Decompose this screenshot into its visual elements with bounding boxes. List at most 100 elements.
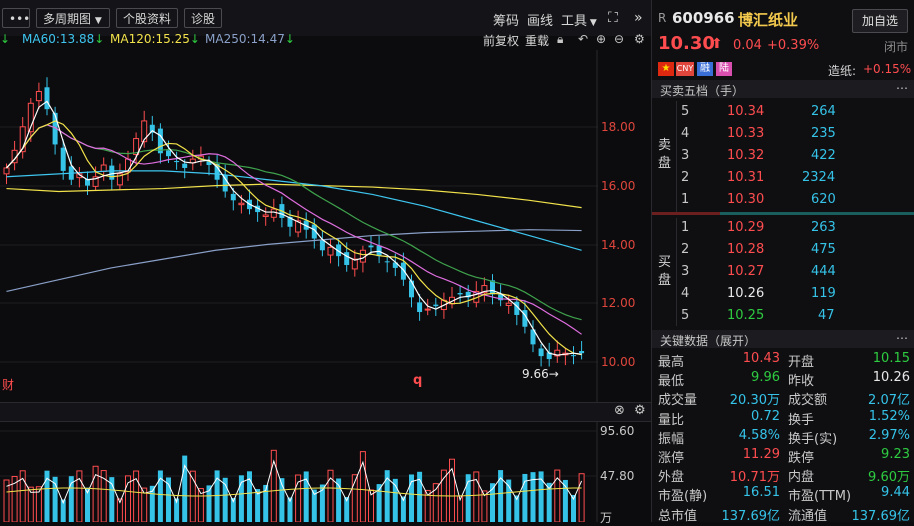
china-flag-icon: ★ bbox=[658, 62, 674, 76]
adjust-button[interactable]: 前复权 bbox=[483, 34, 520, 48]
candle-body bbox=[141, 120, 148, 143]
key-data-label: 量比 bbox=[658, 412, 685, 428]
candle-body bbox=[384, 261, 390, 263]
options-icon[interactable]: ⋯ bbox=[896, 81, 908, 95]
volume-bar bbox=[449, 458, 455, 522]
key-data-value: 10.15 bbox=[872, 351, 910, 366]
add-watchlist-button[interactable]: 加自选 bbox=[852, 9, 908, 33]
up-arrow-icon: ⬆ bbox=[711, 36, 723, 52]
volume-bar bbox=[319, 484, 325, 522]
candle-body bbox=[92, 176, 99, 187]
volume-label-mid: 47.80 bbox=[600, 469, 635, 483]
candle-body bbox=[262, 214, 269, 217]
finance-event-tag[interactable]: 财 bbox=[2, 378, 15, 392]
price-label-16: 16.00 bbox=[601, 179, 636, 193]
sell-row-2[interactable]: 2 10.31 2324 bbox=[681, 170, 836, 185]
volume-bar bbox=[85, 487, 90, 522]
zoom-out-icon[interactable]: ⊖ bbox=[614, 32, 625, 46]
candle-body bbox=[392, 262, 398, 268]
volume-bar bbox=[100, 470, 107, 522]
candle-body bbox=[182, 163, 188, 168]
kline-chart[interactable]: 18.00 16.00 14.00 12.00 10.00 9.66→ 财 q bbox=[0, 50, 651, 402]
price-change-pct: +0.39% bbox=[767, 38, 820, 53]
candle-body bbox=[238, 202, 245, 206]
zoom-in-icon[interactable]: ⊕ bbox=[596, 32, 607, 46]
market-status: 闭市 bbox=[884, 40, 909, 54]
stock-info-button[interactable]: 个股资料 bbox=[116, 8, 178, 28]
key-data-value: 9.23 bbox=[881, 447, 910, 462]
sector-label[interactable]: 造纸: bbox=[828, 64, 857, 78]
key-data-value: 137.69亿 bbox=[851, 508, 911, 524]
sell-row-4[interactable]: 4 10.33 235 bbox=[681, 126, 836, 141]
ma250-label: MA250:14.47↓ bbox=[205, 32, 295, 46]
chips-button[interactable]: 筹码 bbox=[493, 14, 520, 29]
margin-tag: 融 bbox=[697, 62, 713, 76]
volume-chart[interactable]: 95.60 47.80 万 bbox=[0, 422, 651, 525]
candle-body bbox=[490, 280, 495, 295]
candle-body bbox=[27, 102, 34, 133]
volume-bar bbox=[230, 497, 236, 522]
key-data-value: 9.60万 bbox=[868, 470, 910, 486]
candle-body bbox=[295, 220, 302, 233]
candle-body bbox=[424, 308, 431, 311]
candle-body bbox=[505, 302, 512, 306]
sell-row-3[interactable]: 3 10.32 422 bbox=[681, 148, 836, 163]
fullscreen-icon[interactable]: ⛶ bbox=[608, 10, 618, 26]
volume-bar bbox=[554, 469, 561, 522]
undo-icon[interactable]: ↶ bbox=[578, 32, 589, 46]
candle-body bbox=[514, 301, 520, 315]
volume-settings-icon[interactable]: ⚙ bbox=[634, 403, 646, 418]
caret-down-icon: ▼ bbox=[587, 18, 597, 28]
buy-row-2[interactable]: 2 10.28 475 bbox=[681, 242, 836, 257]
sell-row-1[interactable]: 1 10.30 620 bbox=[681, 192, 836, 207]
ma120-label: MA120:15.25↓ bbox=[110, 32, 200, 46]
buy-row-4[interactable]: 4 10.26 119 bbox=[681, 286, 836, 301]
key-data-value: 9.96 bbox=[751, 370, 780, 386]
buy-row-5[interactable]: 5 10.25 47 bbox=[681, 308, 835, 323]
volume-bar bbox=[409, 474, 414, 522]
overlay-button[interactable]: 重载 bbox=[525, 34, 550, 48]
q-event-tag[interactable]: q bbox=[413, 373, 423, 388]
volume-bar bbox=[44, 470, 50, 522]
volume-bar bbox=[19, 470, 26, 522]
key-data-label: 换手 bbox=[788, 412, 815, 428]
tools-button[interactable]: 工具 ▼ bbox=[561, 10, 597, 29]
volume-bar bbox=[481, 490, 488, 522]
volume-bar bbox=[490, 483, 495, 522]
key-data-header[interactable]: 关键数据（展开） ⋯ bbox=[652, 330, 914, 348]
key-data-label: 内盘 bbox=[788, 470, 815, 486]
settings-icon[interactable]: ⚙ bbox=[634, 32, 645, 46]
volume-header: ⊗ ⚙ bbox=[0, 402, 651, 422]
candle-body bbox=[351, 258, 358, 270]
volume-bar bbox=[344, 496, 350, 522]
key-data-label: 开盘 bbox=[788, 355, 815, 370]
volume-bar bbox=[68, 476, 74, 522]
close-icon[interactable]: ⊗ bbox=[614, 403, 625, 418]
candle-body bbox=[344, 252, 350, 265]
current-price: 10.30 bbox=[658, 33, 715, 54]
volume-bar bbox=[270, 449, 277, 522]
sell-row-5[interactable]: 5 10.34 264 bbox=[681, 104, 836, 119]
multi-period-button[interactable]: 多周期图 ▼ bbox=[36, 8, 110, 28]
key-data-value: 16.51 bbox=[742, 485, 780, 501]
sell-pressure-bar bbox=[652, 212, 720, 215]
volume-bar bbox=[92, 465, 99, 522]
more-button[interactable]: ••• bbox=[2, 8, 30, 28]
lock-icon[interactable]: 🔒︎ bbox=[557, 32, 564, 46]
diagnose-button[interactable]: 诊股 bbox=[184, 8, 222, 28]
volume-bar bbox=[571, 494, 576, 522]
connect-tag: 陆 bbox=[716, 62, 732, 76]
buy-side-label-box: 买盘 bbox=[654, 218, 677, 326]
candle-body bbox=[311, 224, 317, 239]
buy-row-3[interactable]: 3 10.27 444 bbox=[681, 264, 836, 279]
collapse-panel-icon[interactable]: » bbox=[634, 10, 643, 26]
draw-line-button[interactable]: 画线 bbox=[527, 14, 554, 29]
key-data-label: 昨收 bbox=[788, 374, 815, 390]
buy-row-1[interactable]: 1 10.29 263 bbox=[681, 220, 836, 235]
key-data-options-icon[interactable]: ⋯ bbox=[896, 331, 908, 345]
candle-body bbox=[230, 193, 236, 201]
volume-bar bbox=[149, 485, 155, 522]
r-tag: R bbox=[658, 11, 667, 25]
volume-bar bbox=[214, 470, 220, 522]
volume-bar bbox=[546, 482, 552, 522]
